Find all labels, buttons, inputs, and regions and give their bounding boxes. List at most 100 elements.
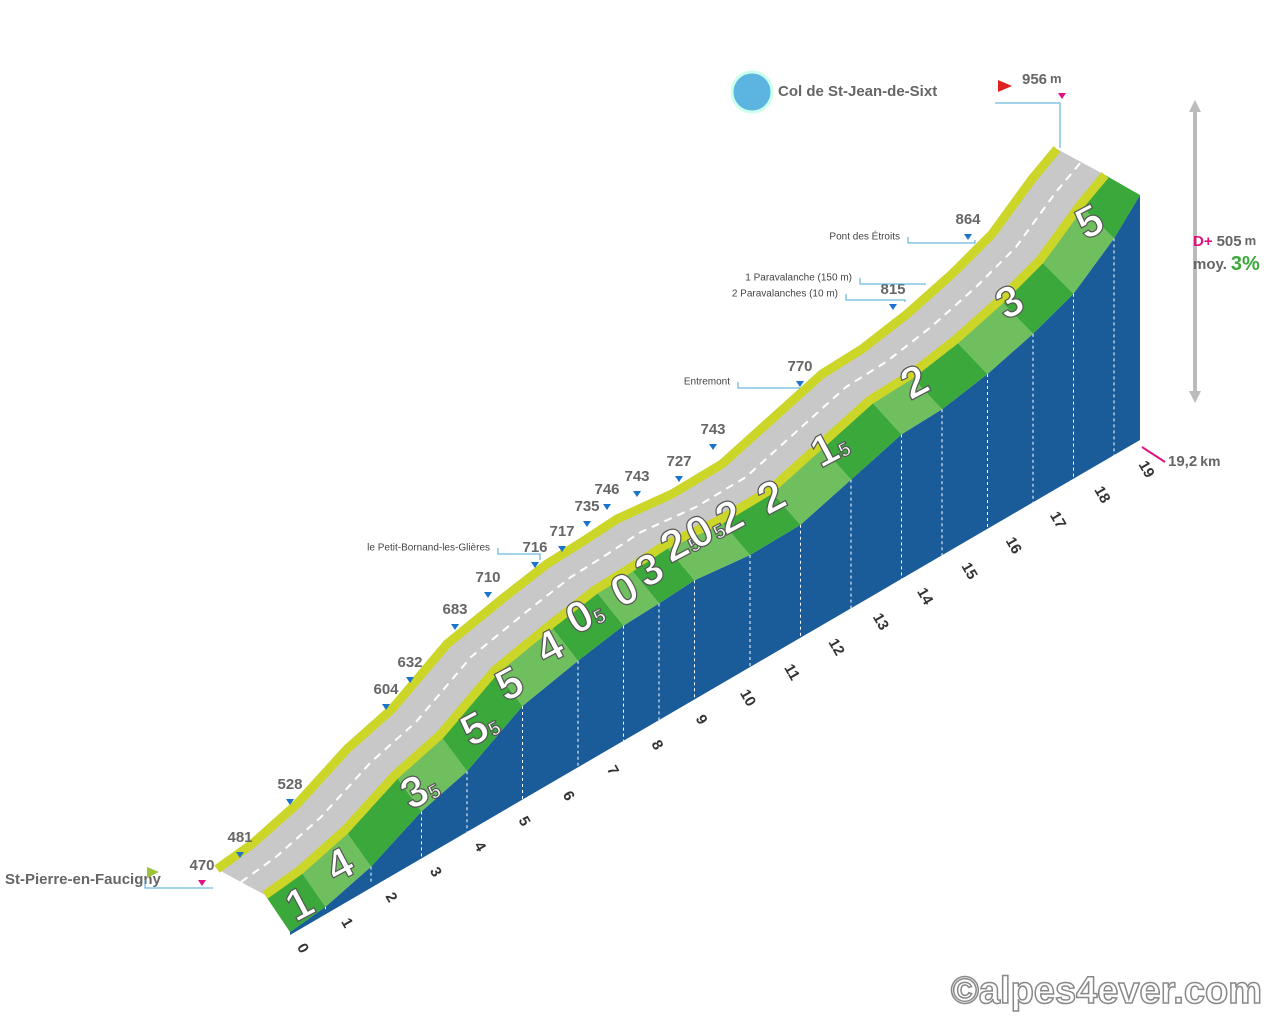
km-tick-label: 5	[515, 813, 534, 829]
km-tick-label: 17	[1046, 509, 1069, 532]
credit: ©alpes4ever.com	[951, 970, 1262, 1012]
km-tick-label: 19	[1135, 458, 1158, 481]
altitude-label: 710	[475, 569, 500, 586]
altitude-label: 727	[666, 453, 691, 470]
km-tick-label: 1	[337, 915, 356, 931]
place-label: Entremont	[684, 377, 730, 388]
place-leader	[845, 294, 906, 302]
summit-name: Col de St-Jean-de-Sixt	[778, 83, 937, 100]
altitude-marker	[633, 491, 641, 497]
start-flag	[147, 867, 159, 878]
gradient-label: 35	[392, 759, 446, 819]
gradient-face	[910, 340, 988, 410]
km-tick-label: 13	[869, 610, 892, 633]
km-tick-label: 16	[1002, 534, 1025, 557]
gradient-face	[665, 520, 750, 581]
altitude-label: 632	[397, 654, 422, 671]
gradient-face	[820, 400, 902, 480]
gradient-face	[720, 490, 801, 555]
km-tick-label: 14	[913, 585, 936, 609]
summit-altitude-group: 956 m	[1022, 71, 1062, 88]
avg-label: moy.	[1193, 256, 1227, 273]
altitude-marker	[583, 521, 591, 527]
altitude-label: 604	[373, 681, 399, 698]
place-label: le Petit-Bornand-les-Glières	[367, 543, 490, 554]
altitude-label: 481	[227, 829, 252, 846]
place-label: 1 Paravalanche (150 m)	[745, 273, 852, 284]
gain-label: D+	[1193, 233, 1213, 250]
gradient-face	[300, 830, 371, 907]
start-name: St-Pierre-en-Faucigny	[5, 871, 162, 888]
km-tick-label: 10	[736, 686, 759, 709]
gain-arrow-head	[1189, 100, 1201, 112]
summit-flag	[998, 80, 1012, 92]
distance-unit: km	[1200, 453, 1220, 469]
gradient-face	[770, 445, 851, 525]
km-tick-label: 2	[382, 890, 401, 906]
start-marker	[198, 880, 206, 886]
start-leader	[144, 880, 213, 889]
end-marker	[1141, 446, 1166, 463]
km-tick-label: 12	[825, 636, 848, 659]
summit-leader	[995, 102, 1061, 148]
gradient-face	[550, 590, 624, 661]
altitude-marker	[603, 504, 611, 510]
summit-icon	[730, 70, 774, 114]
gradient-face	[1040, 205, 1114, 294]
km-tick-label: 11	[780, 661, 803, 683]
km-tick-label: 18	[1090, 483, 1113, 506]
altitude-label: 743	[700, 421, 725, 438]
place-label: Pont des Étroits	[829, 230, 900, 243]
altitude-label: 735	[574, 498, 599, 515]
km-tick-label: 8	[647, 737, 666, 753]
altitude-marker	[484, 592, 492, 598]
altitude-marker	[382, 704, 390, 710]
gradient-value: 3	[392, 764, 437, 819]
start-altitude: 470	[189, 857, 214, 874]
distance-value: 19,2	[1168, 453, 1197, 470]
avg-group: moy. 3%	[1193, 253, 1260, 275]
distance-group: 19,2 km	[1168, 453, 1220, 470]
gradient-face	[345, 775, 422, 867]
altitude-marker	[889, 304, 897, 310]
altitude-marker	[675, 476, 683, 482]
gradient-face	[1000, 260, 1074, 334]
km-tick-label: 0	[293, 940, 312, 956]
gain-value: 505	[1217, 233, 1242, 250]
altitude-label: 770	[787, 358, 812, 375]
km-tick-label: 7	[603, 763, 622, 779]
km-tick-label: 9	[692, 712, 711, 728]
gradient-face	[440, 670, 523, 772]
place-leader	[497, 548, 541, 560]
gain-group: D+ 505 m	[1193, 233, 1256, 250]
altitude-marker	[236, 852, 244, 858]
place-leader	[737, 382, 800, 389]
road-edge-front	[262, 172, 1109, 899]
gain-unit: m	[1245, 233, 1257, 248]
altitude-marker	[451, 624, 459, 630]
altitude-label: 716	[522, 539, 547, 556]
km-tick-label: 4	[470, 839, 489, 855]
summit-unit: m	[1050, 71, 1062, 86]
altitude-label: 864	[955, 211, 981, 228]
altitude-marker	[406, 677, 414, 683]
gradient-face	[955, 300, 1033, 374]
road-edge-back	[214, 146, 1061, 873]
altitude-label: 743	[624, 468, 649, 485]
km-tick-label: 3	[426, 864, 445, 880]
altitude-marker	[964, 234, 972, 240]
place-leader	[907, 237, 976, 244]
altitude-label: 717	[549, 523, 574, 540]
altitude-label: 746	[594, 481, 619, 498]
summit-marker	[1058, 93, 1066, 99]
gradient-face	[395, 735, 467, 812]
altitude-marker	[531, 562, 539, 568]
altitude-label: 528	[277, 776, 302, 793]
km-tick-label: 6	[559, 788, 578, 804]
altitude-label: 683	[442, 601, 467, 618]
altitude-marker	[558, 546, 566, 552]
road-centre	[240, 161, 1082, 883]
altitude-label: 815	[880, 281, 905, 298]
